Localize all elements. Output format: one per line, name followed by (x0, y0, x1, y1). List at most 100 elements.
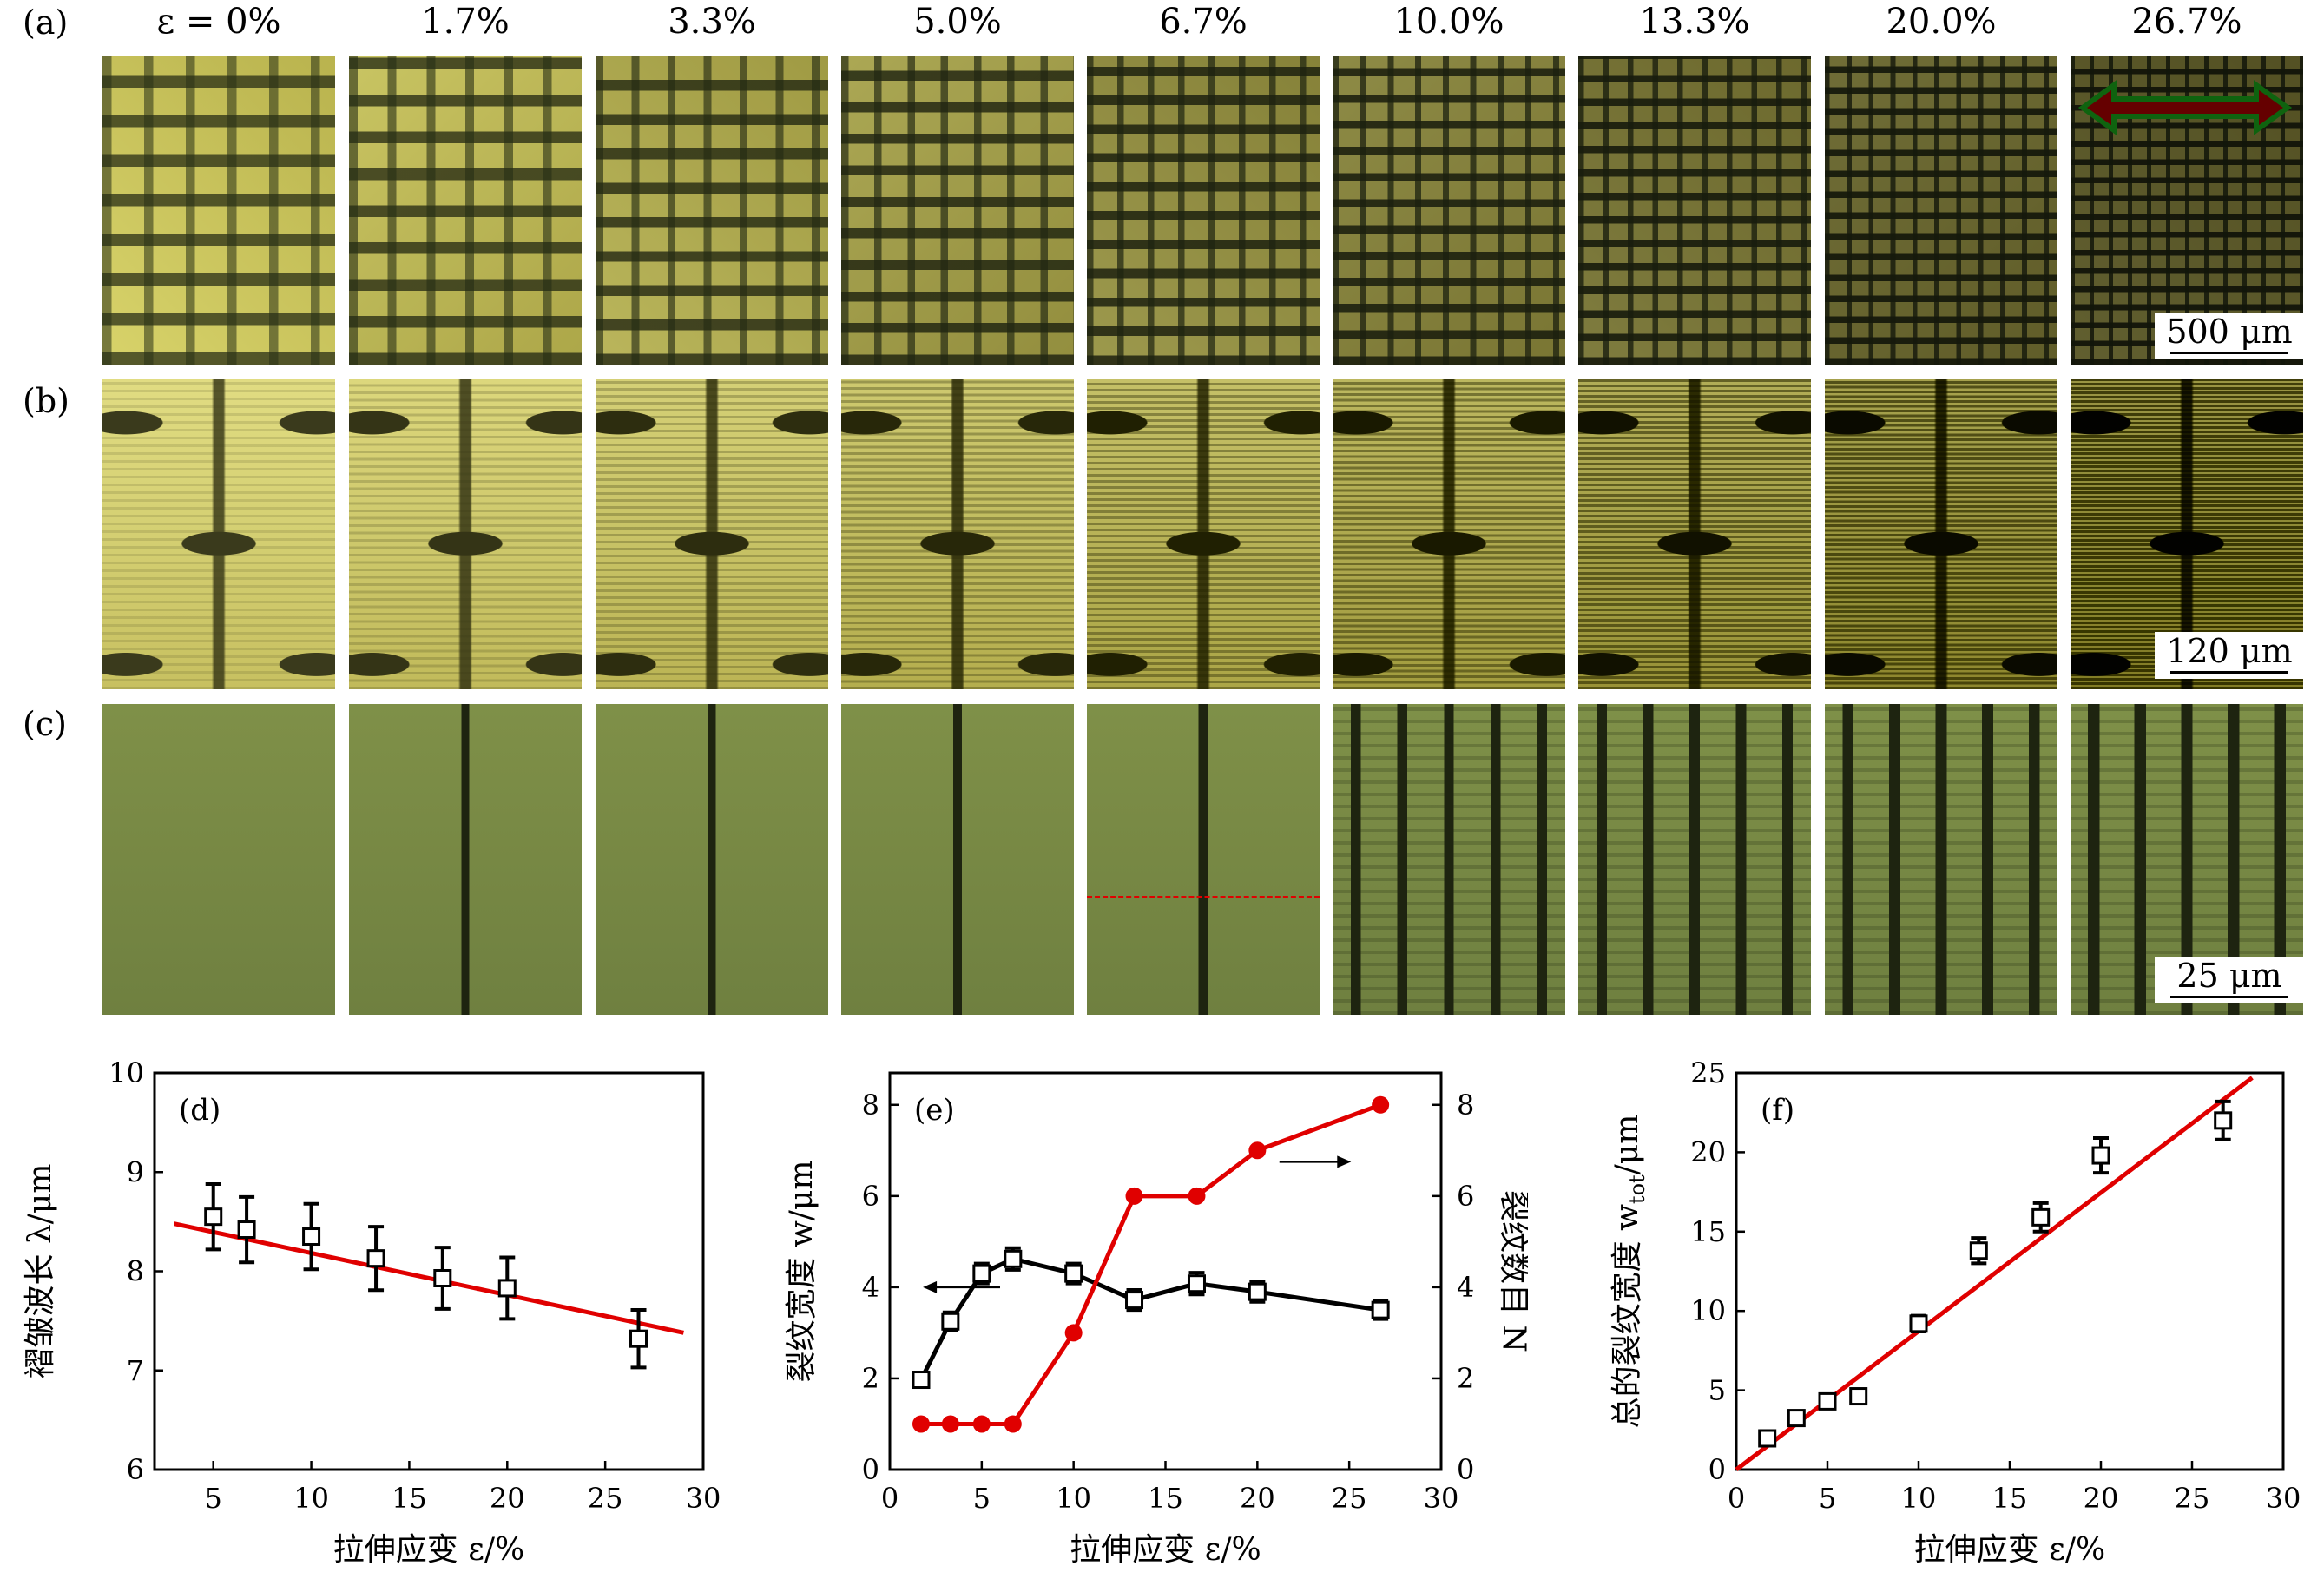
y-tick-label: 8 (862, 1089, 879, 1122)
data-point (1909, 1314, 1928, 1333)
x-tick-label: 5 (205, 1482, 222, 1515)
micrograph-a-3 (841, 56, 1074, 365)
micrograph-c-1 (349, 704, 582, 1015)
strain-direction-arrow-icon (2077, 80, 2293, 135)
crack-width-point (941, 1312, 960, 1331)
crack-width-point (1125, 1291, 1144, 1310)
crack-width-point (1371, 1300, 1390, 1319)
crack-number-point (1125, 1187, 1143, 1205)
y-axis-label: 裂纹宽度 w/μm (784, 1161, 820, 1383)
data-point (1787, 1409, 1806, 1428)
micrograph-b-6 (1578, 379, 1811, 689)
crack-width-point (972, 1264, 991, 1283)
y-tick-label: 20 (1690, 1135, 1726, 1168)
data-point (366, 1249, 385, 1268)
crack-width-point (1004, 1249, 1023, 1268)
measurement-dashed-line (1087, 896, 1320, 898)
strain-label-0: ε = 0% (156, 2, 281, 42)
micrograph-b-4 (1087, 379, 1320, 689)
crack-number-line (920, 1102, 1382, 1426)
micrograph-b-1 (349, 379, 582, 689)
scale-bar-b: 120 μm (2155, 632, 2304, 679)
micrograph-c-3 (841, 704, 1074, 1015)
crack-number-point (1372, 1095, 1390, 1114)
y-tick-label: 7 (127, 1354, 144, 1387)
x-tick-label: 5 (973, 1482, 991, 1515)
plot-frame (153, 1071, 705, 1471)
crack-number-point (972, 1415, 991, 1433)
strain-label-1: 1.7% (421, 2, 510, 42)
micrograph-c-5 (1333, 704, 1565, 1015)
strain-label-7: 20.0% (1886, 2, 1997, 42)
micrograph-b-2 (596, 379, 828, 689)
micrograph-b-3 (841, 379, 1074, 689)
x-tick-label: 5 (1819, 1482, 1836, 1515)
micrograph-c-0 (102, 704, 335, 1015)
scale-bar-label: 500 μm (2166, 313, 2293, 351)
panel-label: (e) (914, 1093, 955, 1128)
y-tick-label: 25 (1690, 1056, 1726, 1089)
x-tick-label: 30 (2266, 1482, 2301, 1515)
crack-number-point (1188, 1187, 1206, 1205)
scale-bar-c: 25 μm (2155, 957, 2304, 1003)
crack-number-point (1064, 1324, 1083, 1342)
crack-width-point (1248, 1282, 1267, 1301)
y-tick-label: 4 (862, 1271, 879, 1304)
data-point (2091, 1146, 2110, 1165)
x-tick-label: 0 (1728, 1482, 1745, 1515)
x-axis-label: 拉伸应变 ε/% (1070, 1532, 1261, 1568)
x-tick-label: 20 (1240, 1482, 1275, 1515)
x-axis-label: 拉伸应变 ε/% (1914, 1532, 2105, 1568)
crack-number-point (1248, 1141, 1267, 1160)
micrograph-c-6 (1578, 704, 1811, 1015)
strain-label-5: 10.0% (1393, 2, 1504, 42)
x-tick-label: 30 (1424, 1482, 1459, 1515)
micrograph-c-7 (1825, 704, 2057, 1015)
x-tick-label: 20 (490, 1482, 525, 1515)
x-tick-label: 30 (686, 1482, 721, 1515)
data-point (1758, 1429, 1777, 1448)
y-tick-label: 10 (109, 1056, 144, 1089)
crack-number-point (1004, 1415, 1022, 1433)
scale-bar-label: 120 μm (2166, 632, 2293, 670)
x-tick-label: 0 (881, 1482, 899, 1515)
y-tick-label: 2 (862, 1362, 879, 1395)
y-axis-label: 褶皱波长 λ/μm (23, 1164, 58, 1379)
x-tick-label: 25 (2175, 1482, 2210, 1515)
data-point (433, 1268, 452, 1287)
strain-label-8: 26.7% (2131, 2, 2242, 42)
linear-fit-line (174, 1221, 684, 1335)
right-axis-arrow-head (1337, 1155, 1352, 1168)
y-tick-label: 0 (1708, 1453, 1726, 1486)
y-right-tick-label: 2 (1457, 1362, 1474, 1395)
y-tick-label: 9 (127, 1155, 144, 1188)
data-point (237, 1220, 256, 1240)
y-tick-label: 8 (127, 1255, 144, 1288)
data-point (2031, 1207, 2051, 1227)
micrograph-b-0 (102, 379, 335, 689)
micrograph-a-4 (1087, 56, 1320, 365)
x-tick-label: 10 (1901, 1482, 1937, 1515)
y-right-tick-label: 6 (1457, 1180, 1474, 1213)
micrograph-c-2 (596, 704, 828, 1015)
micrograph-a-6 (1578, 56, 1811, 365)
y-tick-label: 6 (127, 1453, 144, 1486)
micrograph-a-0 (102, 56, 335, 365)
micrograph-c-4 (1087, 704, 1320, 1015)
data-point (1849, 1387, 1868, 1406)
x-tick-label: 25 (588, 1482, 623, 1515)
y-right-tick-label: 4 (1457, 1271, 1474, 1304)
row-label-b: (b) (23, 382, 69, 420)
micrograph-a-2 (596, 56, 828, 365)
y-right-tick-label: 0 (1457, 1453, 1474, 1486)
panel-label: (f) (1761, 1093, 1794, 1128)
scale-bar-label: 25 μm (2176, 957, 2282, 995)
x-tick-label: 10 (293, 1482, 329, 1515)
plot-frame (888, 1071, 1443, 1471)
x-tick-label: 10 (1056, 1482, 1091, 1515)
crack-width-point (912, 1371, 931, 1390)
data-point (2214, 1111, 2233, 1130)
x-tick-label: 25 (1332, 1482, 1367, 1515)
